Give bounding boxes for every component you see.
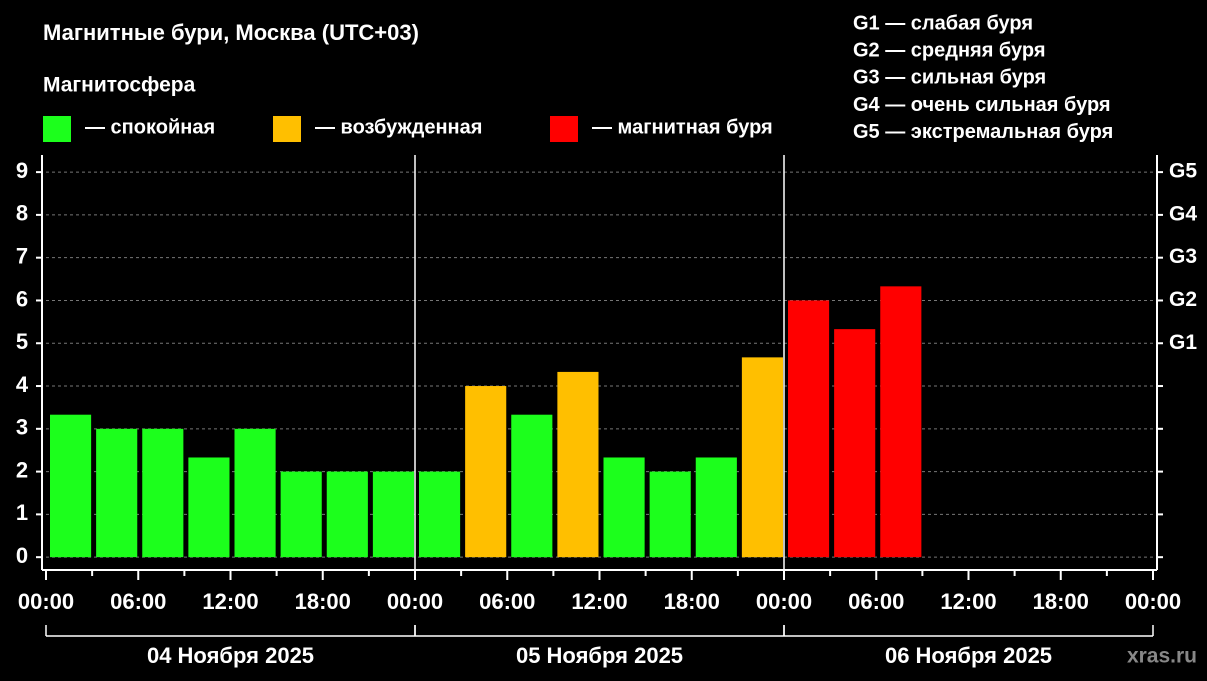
legend-swatch xyxy=(550,116,578,142)
y-tick-label: 3 xyxy=(16,415,28,440)
x-tick-label: 06:00 xyxy=(479,589,535,614)
scale-note: G4 — очень сильная буря xyxy=(853,94,1111,116)
y-tick-label: 7 xyxy=(16,243,28,268)
bar xyxy=(603,457,645,558)
x-tick-label: 18:00 xyxy=(295,589,351,614)
bar xyxy=(96,428,138,558)
scale-note: G2 — средняя буря xyxy=(853,39,1046,61)
scale-note: G5 — экстремальная буря xyxy=(853,121,1113,143)
day-label: 05 Ноября 2025 xyxy=(516,643,683,668)
x-tick-label: 12:00 xyxy=(202,589,258,614)
x-tick-label: 00:00 xyxy=(756,589,812,614)
bar xyxy=(557,371,599,558)
x-tick-label: 18:00 xyxy=(1033,589,1089,614)
y2-tick-label: G4 xyxy=(1169,202,1197,225)
y-tick-label: 0 xyxy=(16,543,28,568)
legend-swatch xyxy=(273,116,301,142)
bar xyxy=(788,300,830,558)
y-tick-label: 9 xyxy=(16,158,28,183)
y-tick-label: 5 xyxy=(16,329,28,354)
x-tick-label: 06:00 xyxy=(848,589,904,614)
bar xyxy=(188,457,230,558)
y2-tick-label: G2 xyxy=(1169,288,1197,311)
bar xyxy=(280,471,322,558)
x-tick-label: 06:00 xyxy=(110,589,166,614)
chart-title: Магнитные бури, Москва (UTC+03) xyxy=(43,20,419,45)
bar xyxy=(511,414,553,558)
chart-subtitle: Магнитосфера xyxy=(43,74,196,97)
x-tick-label: 18:00 xyxy=(664,589,720,614)
bar xyxy=(880,286,922,558)
y-tick-label: 6 xyxy=(16,286,28,311)
bar xyxy=(50,414,92,558)
y-tick-label: 8 xyxy=(16,201,28,226)
day-label: 04 Ноября 2025 xyxy=(147,643,314,668)
bar xyxy=(372,471,414,558)
x-tick-label: 00:00 xyxy=(387,589,443,614)
y2-tick-label: G3 xyxy=(1169,245,1197,268)
bar xyxy=(695,457,737,558)
x-tick-label: 00:00 xyxy=(18,589,74,614)
bar xyxy=(142,428,184,558)
legend-label: — магнитная буря xyxy=(592,116,773,138)
legend-label: — спокойная xyxy=(85,116,215,138)
x-tick-label: 00:00 xyxy=(1125,589,1181,614)
legend-label: — возбужденная xyxy=(315,116,482,138)
y2-tick-label: G1 xyxy=(1169,331,1197,354)
legend-swatch xyxy=(43,116,71,142)
scale-note: G1 — слабая буря xyxy=(853,12,1033,34)
bar xyxy=(326,471,368,558)
bar xyxy=(834,329,876,558)
watermark: xras.ru xyxy=(1127,645,1197,668)
day-label: 06 Ноября 2025 xyxy=(885,643,1052,668)
y-tick-label: 4 xyxy=(16,372,29,397)
bar xyxy=(419,471,461,558)
bar xyxy=(465,386,507,558)
y-tick-label: 2 xyxy=(16,457,28,482)
bar xyxy=(234,428,276,558)
x-tick-label: 12:00 xyxy=(940,589,996,614)
y2-tick-label: G5 xyxy=(1169,160,1197,183)
y-tick-label: 1 xyxy=(16,500,28,525)
bar xyxy=(649,471,691,558)
x-tick-label: 12:00 xyxy=(571,589,627,614)
bar xyxy=(741,357,783,558)
scale-note: G3 — сильная буря xyxy=(853,67,1046,89)
